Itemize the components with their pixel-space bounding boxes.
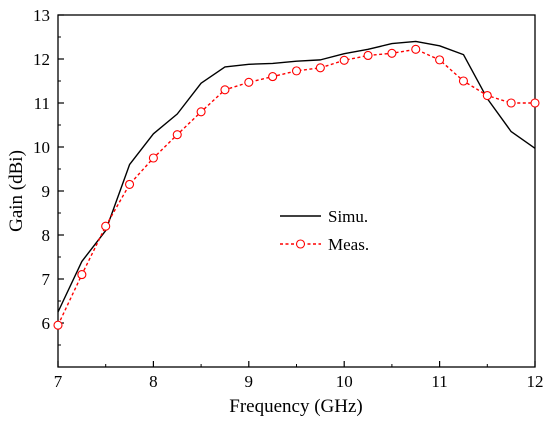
- y-tick-label: 13: [33, 6, 50, 25]
- data-point-meas: [101, 221, 111, 231]
- y-tick-label: 11: [34, 94, 50, 113]
- y-tick-label: 9: [42, 182, 51, 201]
- y-tick-label: 6: [42, 314, 51, 333]
- legend-label-simu: Simu.: [328, 207, 368, 226]
- data-point-meas: [363, 50, 373, 61]
- data-point-meas: [148, 153, 158, 163]
- series-line-simu: [57, 40, 536, 313]
- data-point-meas: [315, 63, 325, 73]
- y-axis: 6 7 8 9 10 11 12 13: [33, 6, 64, 346]
- x-axis: 7 8 9 10 11 12: [54, 361, 544, 391]
- legend-marker-meas: [295, 239, 306, 249]
- data-point-meas: [268, 72, 278, 82]
- legend-label-meas: Meas.: [328, 235, 369, 254]
- x-tick-label: 12: [527, 372, 544, 391]
- series-line-meas: [57, 48, 535, 326]
- series-layer: [53, 40, 540, 330]
- y-tick-label: 8: [42, 226, 51, 245]
- data-point-meas: [291, 66, 302, 76]
- data-point-meas: [53, 320, 63, 330]
- data-point-meas: [339, 55, 349, 65]
- data-point-meas: [220, 85, 230, 95]
- data-point-meas: [506, 98, 516, 108]
- x-tick-label: 7: [54, 372, 63, 391]
- data-point-meas: [196, 107, 206, 117]
- legend: Simu. Meas.: [280, 207, 369, 254]
- data-point-meas: [387, 48, 397, 58]
- y-tick-label: 7: [42, 270, 51, 289]
- x-tick-label: 10: [336, 372, 353, 391]
- x-tick-label: 11: [431, 372, 447, 391]
- data-point-meas: [125, 179, 135, 189]
- data-point-meas: [435, 55, 445, 65]
- data-point-meas: [172, 130, 182, 140]
- x-tick-label: 8: [149, 372, 158, 391]
- y-axis-title: Gain (dBi): [6, 150, 27, 232]
- y-tick-label: 10: [33, 138, 50, 157]
- x-axis-title: Frequency (GHz): [229, 396, 362, 417]
- data-point-meas: [458, 76, 469, 86]
- data-point-meas: [411, 44, 421, 54]
- data-point-meas: [244, 77, 254, 87]
- x-tick-label: 9: [245, 372, 254, 391]
- data-point-meas: [482, 90, 492, 101]
- y-tick-label: 12: [33, 50, 50, 69]
- data-point-meas: [530, 98, 540, 108]
- data-point-meas: [77, 270, 87, 280]
